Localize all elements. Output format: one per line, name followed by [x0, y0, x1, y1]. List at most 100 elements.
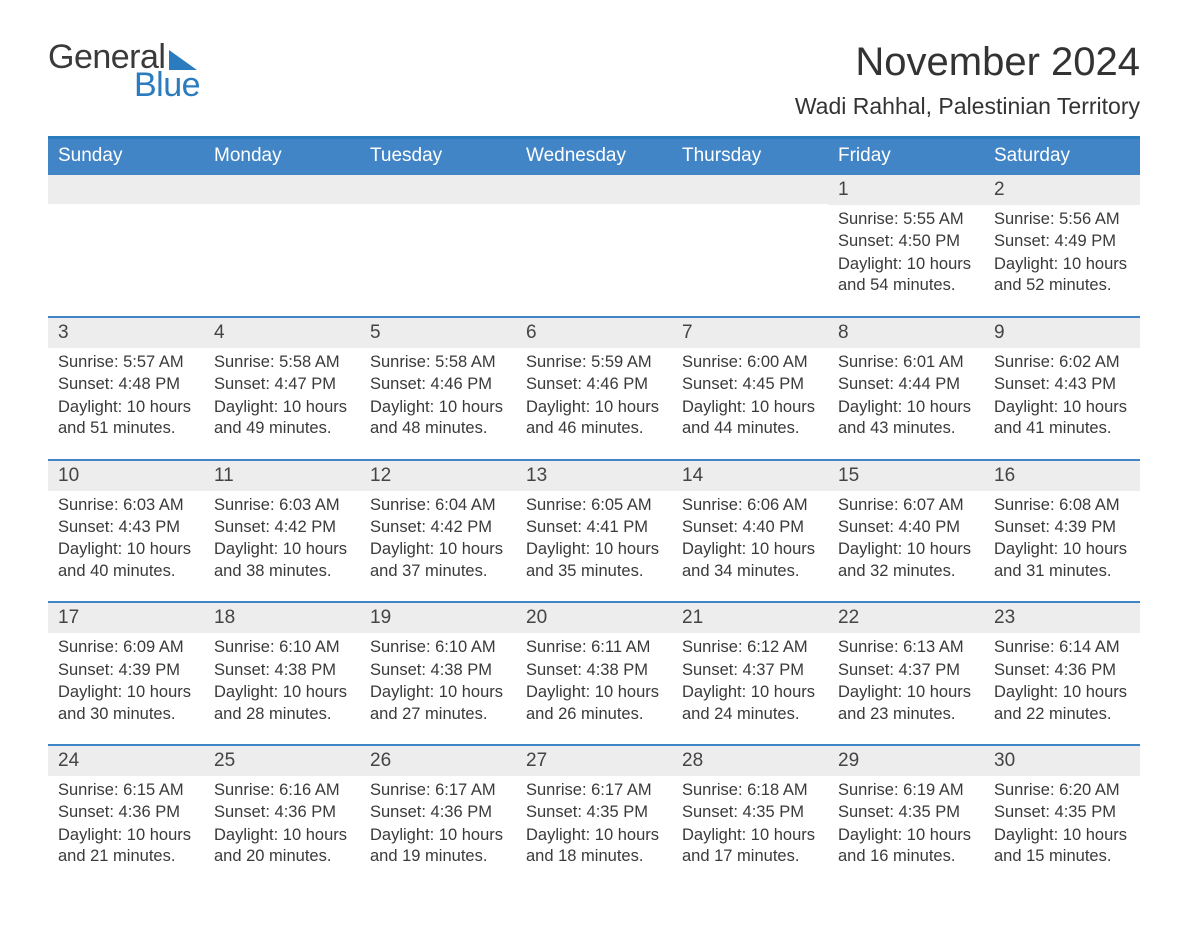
calendar-cell	[360, 175, 516, 316]
calendar-cell: 19Sunrise: 6:10 AMSunset: 4:38 PMDayligh…	[360, 603, 516, 744]
daylight-text: Daylight: 10 hours and 54 minutes.	[838, 254, 974, 297]
sunrise-text: Sunrise: 5:56 AM	[994, 209, 1130, 230]
calendar-cell: 16Sunrise: 6:08 AMSunset: 4:39 PMDayligh…	[984, 461, 1140, 602]
daylight-text: Daylight: 10 hours and 37 minutes.	[370, 539, 506, 582]
day-number	[360, 175, 516, 204]
calendar-cell: 11 Sunrise: 6:03 AMSunset: 4:42 PMDayligh…	[204, 461, 360, 602]
calendar-cell	[48, 175, 204, 316]
sunrise-text: Sunrise: 6:04 AM	[370, 495, 506, 516]
daylight-text: Daylight: 10 hours and 43 minutes.	[838, 397, 974, 440]
daylight-text: Daylight: 10 hours and 18 minutes.	[526, 825, 662, 868]
day-body: Sunrise: 6:10 AMSunset: 4:38 PMDaylight:…	[360, 633, 516, 725]
daylight-text: Daylight: 10 hours and 24 minutes.	[682, 682, 818, 725]
calendar-cell: 3Sunrise: 5:57 AMSunset: 4:48 PMDaylight…	[48, 318, 204, 459]
day-number: 16	[984, 461, 1140, 491]
daylight-text: Daylight: 10 hours and 30 minutes.	[58, 682, 194, 725]
sunrise-text: Sunrise: 6:11 AM	[526, 637, 662, 658]
day-number: 5	[360, 318, 516, 348]
sunrise-text: Sunrise: 6:03 AM	[58, 495, 194, 516]
daylight-text: Daylight: 10 hours and 28 minutes.	[214, 682, 350, 725]
sunrise-text: Sunrise: 6:03 AM	[214, 495, 350, 516]
sunrise-text: Sunrise: 5:59 AM	[526, 352, 662, 373]
sunrise-text: Sunrise: 6:05 AM	[526, 495, 662, 516]
calendar-cell: 12 Sunrise: 6:04 AMSunset: 4:42 PMDayligh…	[360, 461, 516, 602]
logo-word2: Blue	[134, 68, 200, 102]
day-body: Sunrise: 6:17 AMSunset: 4:35 PMDaylight:…	[516, 776, 672, 868]
daylight-text: Daylight: 10 hours and 21 minutes.	[58, 825, 194, 868]
daylight-text: Daylight: 10 hours and 41 minutes.	[994, 397, 1130, 440]
day-body: Sunrise: 6:00 AMSunset: 4:45 PMDaylight:…	[672, 348, 828, 440]
sunset-text: Sunset: 4:37 PM	[838, 660, 974, 681]
day-number: 12	[360, 461, 516, 491]
calendar-cell: 13Sunrise: 6:05 AMSunset: 4:41 PMDayligh…	[516, 461, 672, 602]
sunset-text: Sunset: 4:46 PM	[526, 374, 662, 395]
sunset-text: Sunset: 4:40 PM	[682, 517, 818, 538]
sunset-text: Sunset: 4:44 PM	[838, 374, 974, 395]
day-number: 20	[516, 603, 672, 633]
calendar-cell: 23Sunrise: 6:14 AMSunset: 4:36 PMDayligh…	[984, 603, 1140, 744]
sunrise-text: Sunrise: 6:16 AM	[214, 780, 350, 801]
daylight-text: Daylight: 10 hours and 40 minutes.	[58, 539, 194, 582]
sunset-text: Sunset: 4:47 PM	[214, 374, 350, 395]
calendar-cell: 1Sunrise: 5:55 AMSunset: 4:50 PMDaylight…	[828, 175, 984, 316]
calendar-cell: 4Sunrise: 5:58 AMSunset: 4:47 PMDaylight…	[204, 318, 360, 459]
day-number: 22	[828, 603, 984, 633]
daylight-text: Daylight: 10 hours and 31 minutes.	[994, 539, 1130, 582]
sunset-text: Sunset: 4:42 PM	[214, 517, 350, 538]
daylight-text: Daylight: 10 hours and 15 minutes.	[994, 825, 1130, 868]
sunrise-text: Sunrise: 6:14 AM	[994, 637, 1130, 658]
day-body: Sunrise: 6:03 AMSunset: 4:43 PMDaylight:…	[48, 491, 204, 583]
daylight-text: Daylight: 10 hours and 17 minutes.	[682, 825, 818, 868]
day-number: 17	[48, 603, 204, 633]
sunset-text: Sunset: 4:36 PM	[370, 802, 506, 823]
sunset-text: Sunset: 4:38 PM	[214, 660, 350, 681]
month-title: November 2024	[795, 40, 1140, 85]
daylight-text: Daylight: 10 hours and 27 minutes.	[370, 682, 506, 725]
calendar-cell	[672, 175, 828, 316]
sunrise-text: Sunrise: 5:57 AM	[58, 352, 194, 373]
day-body: Sunrise: 6:02 AMSunset: 4:43 PMDaylight:…	[984, 348, 1140, 440]
day-number: 7	[672, 318, 828, 348]
day-number	[672, 175, 828, 204]
calendar-cell: 8Sunrise: 6:01 AMSunset: 4:44 PMDaylight…	[828, 318, 984, 459]
week-row: 24Sunrise: 6:15 AMSunset: 4:36 PMDayligh…	[48, 744, 1140, 887]
sunset-text: Sunset: 4:43 PM	[58, 517, 194, 538]
day-body: Sunrise: 6:18 AMSunset: 4:35 PMDaylight:…	[672, 776, 828, 868]
day-header: Monday	[204, 139, 360, 175]
daylight-text: Daylight: 10 hours and 38 minutes.	[214, 539, 350, 582]
day-body: Sunrise: 6:08 AMSunset: 4:39 PMDaylight:…	[984, 491, 1140, 583]
day-body: Sunrise: 6:06 AMSunset: 4:40 PMDaylight:…	[672, 491, 828, 583]
sunrise-text: Sunrise: 6:08 AM	[994, 495, 1130, 516]
sunset-text: Sunset: 4:36 PM	[994, 660, 1130, 681]
daylight-text: Daylight: 10 hours and 44 minutes.	[682, 397, 818, 440]
day-body: Sunrise: 6:16 AMSunset: 4:36 PMDaylight:…	[204, 776, 360, 868]
daylight-text: Daylight: 10 hours and 46 minutes.	[526, 397, 662, 440]
calendar-cell: 28Sunrise: 6:18 AMSunset: 4:35 PMDayligh…	[672, 746, 828, 887]
day-header: Thursday	[672, 139, 828, 175]
sunrise-text: Sunrise: 6:07 AM	[838, 495, 974, 516]
sunset-text: Sunset: 4:48 PM	[58, 374, 194, 395]
sunset-text: Sunset: 4:35 PM	[526, 802, 662, 823]
daylight-text: Daylight: 10 hours and 20 minutes.	[214, 825, 350, 868]
sunset-text: Sunset: 4:41 PM	[526, 517, 662, 538]
calendar-cell: 2Sunrise: 5:56 AMSunset: 4:49 PMDaylight…	[984, 175, 1140, 316]
sunset-text: Sunset: 4:50 PM	[838, 231, 974, 252]
day-header-row: SundayMondayTuesdayWednesdayThursdayFrid…	[48, 139, 1140, 175]
sunrise-text: Sunrise: 6:06 AM	[682, 495, 818, 516]
day-number	[516, 175, 672, 204]
day-number: 11	[204, 461, 360, 491]
sunrise-text: Sunrise: 6:18 AM	[682, 780, 818, 801]
calendar-cell: 24Sunrise: 6:15 AMSunset: 4:36 PMDayligh…	[48, 746, 204, 887]
week-row: 1Sunrise: 5:55 AMSunset: 4:50 PMDaylight…	[48, 175, 1140, 316]
sunset-text: Sunset: 4:36 PM	[214, 802, 350, 823]
header: General Blue November 2024 Wadi Rahhal, …	[48, 40, 1140, 120]
day-number: 8	[828, 318, 984, 348]
day-number: 26	[360, 746, 516, 776]
calendar-cell: 7Sunrise: 6:00 AMSunset: 4:45 PMDaylight…	[672, 318, 828, 459]
daylight-text: Daylight: 10 hours and 52 minutes.	[994, 254, 1130, 297]
sunset-text: Sunset: 4:42 PM	[370, 517, 506, 538]
sunrise-text: Sunrise: 5:58 AM	[214, 352, 350, 373]
day-body: Sunrise: 5:56 AMSunset: 4:49 PMDaylight:…	[984, 205, 1140, 297]
day-number: 13	[516, 461, 672, 491]
sunrise-text: Sunrise: 6:00 AM	[682, 352, 818, 373]
